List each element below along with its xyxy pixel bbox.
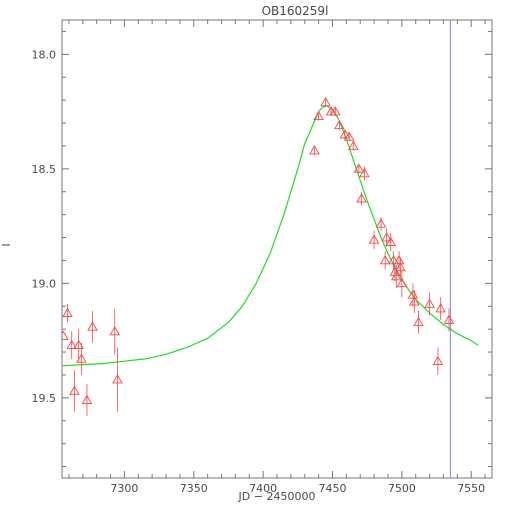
data-point	[407, 289, 419, 299]
y-tick-label: 18.5	[32, 163, 57, 176]
data-point	[329, 106, 341, 116]
data-point	[395, 261, 406, 272]
data-point	[388, 255, 399, 265]
data-point	[309, 145, 320, 155]
data-point	[385, 236, 397, 246]
data-point	[381, 232, 392, 242]
chart-title: OB160259l	[262, 4, 329, 18]
data-point	[435, 303, 446, 313]
data-point	[87, 321, 98, 331]
data-point	[66, 339, 77, 350]
x-tick-label: 7400	[249, 482, 277, 495]
data-point	[81, 394, 93, 404]
data-point	[62, 330, 69, 340]
x-tick-label: 7550	[457, 482, 485, 495]
data-point	[393, 255, 405, 265]
data-point	[443, 314, 455, 324]
data-point	[359, 168, 370, 178]
data-point	[69, 385, 80, 395]
data-point	[391, 271, 402, 281]
data-point	[109, 326, 120, 336]
data-point	[432, 355, 444, 366]
x-tick-label: 7500	[388, 482, 416, 495]
data-point	[76, 353, 87, 363]
data-point	[356, 193, 367, 203]
plot-area: 7300 7350 7400 7450 7500 7550 18.0 18.5 19.0 19.5	[32, 19, 493, 495]
y-tick-label: 19.0	[32, 277, 57, 290]
data-point	[73, 339, 84, 350]
data-point	[62, 307, 73, 317]
data-point	[379, 255, 391, 265]
data-point	[339, 129, 351, 139]
data-point	[334, 119, 345, 130]
data-point	[313, 110, 324, 121]
data-point	[424, 298, 435, 308]
x-tick-label: 7450	[318, 482, 346, 495]
data-point	[353, 163, 365, 173]
x-tick-label: 7350	[180, 482, 208, 495]
y-axis-label: I	[0, 243, 13, 246]
data-point	[375, 218, 387, 228]
data-point	[396, 277, 408, 288]
x-axis-label: JD − 2450000	[238, 490, 316, 503]
y-tick-label: 19.5	[32, 392, 57, 405]
model-curve	[62, 105, 479, 367]
data-point	[348, 140, 359, 150]
data-point	[368, 234, 380, 244]
y-tick-label: 18.0	[32, 48, 57, 61]
data-point	[409, 296, 420, 306]
data-point	[320, 97, 331, 107]
plot-frame	[61, 19, 493, 479]
data-point	[413, 316, 424, 327]
data-point	[112, 374, 123, 384]
data-point	[343, 131, 355, 141]
x-tick-label: 7300	[110, 482, 138, 495]
